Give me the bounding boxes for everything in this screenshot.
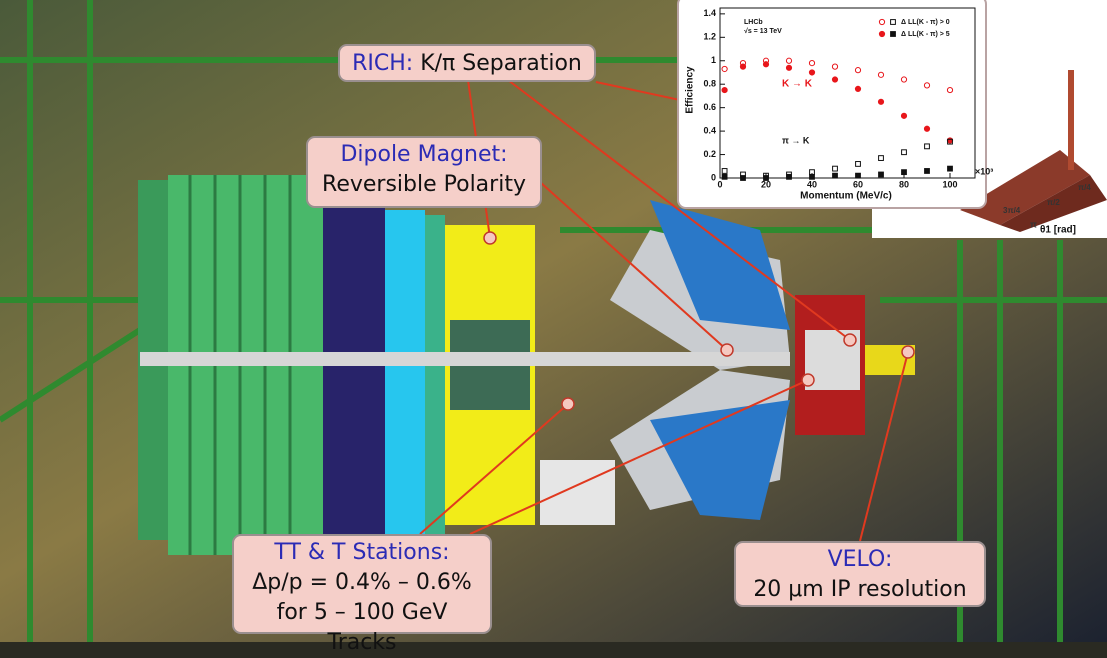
data-point (786, 65, 791, 70)
data-point (809, 70, 814, 75)
y-axis-label: Efficiency (685, 66, 696, 114)
angle-axis-label: θ1 [rad] (1040, 225, 1076, 236)
data-point (741, 176, 746, 181)
y-tick-label: 0.2 (703, 149, 716, 159)
angle-tick: π (1030, 219, 1037, 229)
y-tick-label: 0.8 (703, 79, 716, 89)
y-tick-label: 0.4 (703, 125, 716, 135)
data-point (740, 64, 745, 69)
legend-label: Δ LL(K - π) > 0 (901, 19, 950, 26)
data-point (947, 138, 952, 143)
data-point (763, 62, 768, 67)
legend-marker (879, 31, 884, 36)
data-point (722, 174, 727, 179)
x-axis-label: Momentum (MeV/c) (800, 191, 892, 202)
y-tick-label: 1.4 (703, 8, 716, 18)
legend-marker (891, 32, 896, 37)
data-point (901, 113, 906, 118)
callout-velo: VELO:20 μm IP resolution (734, 541, 986, 607)
data-point (902, 170, 907, 175)
page: { "callouts": [ {"title": "RICH:", "line… (0, 0, 1107, 642)
efficiency-chart: Efficiency Momentum (MeV/c) ×10³ LHCb √s… (678, 0, 993, 208)
x-tick-label: 80 (899, 179, 909, 189)
callout-title: Dipole Magnet: (314, 140, 534, 170)
experiment-label: LHCb (744, 19, 763, 26)
data-point (879, 172, 884, 177)
callout-title: VELO: (742, 545, 978, 575)
callout-tracking: TT & T Stations:Δp/p = 0.4% – 0.6%for 5 … (232, 534, 492, 634)
data-point (722, 87, 727, 92)
callout-dipole: Dipole Magnet:Reversible Polarity (306, 136, 542, 208)
data-point (925, 169, 930, 174)
energy-label: √s = 13 TeV (744, 27, 782, 35)
data-point (764, 176, 769, 181)
angle-tick: π/2 (1047, 198, 1060, 207)
callout-text: 20 μm IP resolution (742, 575, 978, 605)
x-tick-label: 0 (717, 179, 722, 189)
data-point (855, 86, 860, 91)
data-point (810, 174, 815, 179)
angle-tick: π/4 (1078, 183, 1091, 192)
y-tick-label: 0.6 (703, 102, 716, 112)
callout-title: RICH: (352, 51, 413, 76)
annotation: K → K (782, 79, 813, 90)
callout-text: K/π Separation (420, 51, 582, 76)
callout-title: TT & T Stations: (240, 538, 484, 568)
y-tick-label: 1.2 (703, 32, 716, 42)
x-tick-label: 100 (942, 179, 957, 189)
x-multiplier: ×10³ (975, 166, 993, 176)
angle-tick: 3π/4 (1003, 206, 1021, 215)
annotation: π → K (782, 135, 810, 145)
data-point (948, 166, 953, 171)
data-point (924, 126, 929, 131)
y-tick-label: 0 (711, 172, 716, 182)
y-tick-label: 1 (711, 55, 716, 65)
data-point (832, 77, 837, 82)
callout-rich: RICH: K/π Separation (338, 44, 596, 82)
callout-text: Δp/p = 0.4% – 0.6% (240, 568, 484, 598)
callout-text: Reversible Polarity (314, 170, 534, 200)
data-point (878, 99, 883, 104)
data-point (787, 174, 792, 179)
legend-label: Δ LL(K - π) > 5 (901, 31, 950, 38)
data-point (833, 173, 838, 178)
x-tick-label: 60 (853, 179, 863, 189)
x-tick-label: 40 (807, 179, 817, 189)
callout-text: for 5 – 100 GeV Tracks (240, 598, 484, 658)
data-point (856, 173, 861, 178)
